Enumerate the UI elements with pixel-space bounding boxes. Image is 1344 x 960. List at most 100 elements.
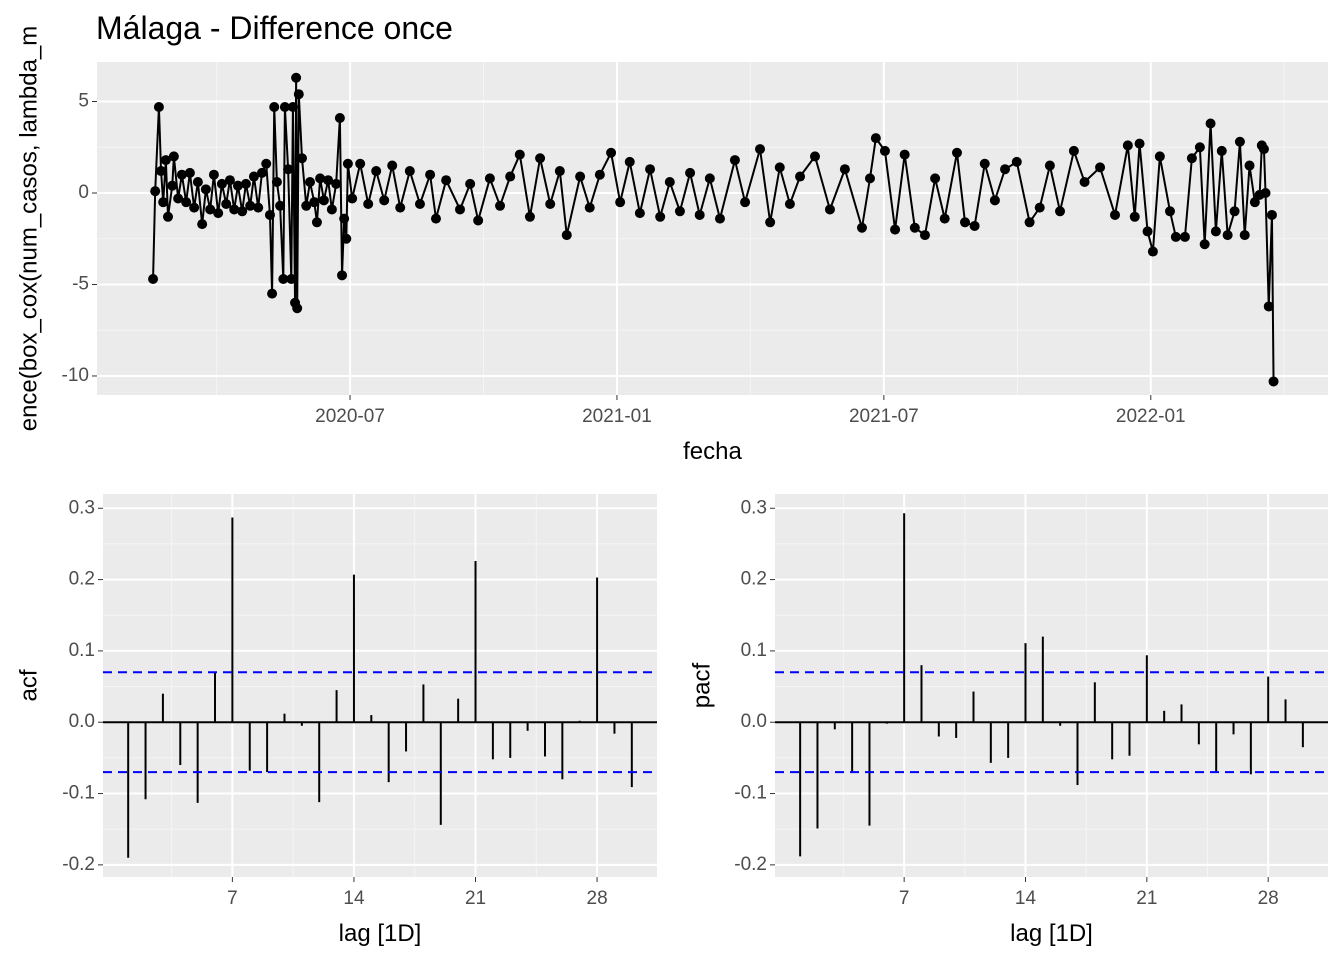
data-point bbox=[1244, 160, 1255, 171]
data-point bbox=[326, 204, 337, 215]
data-point bbox=[795, 171, 806, 182]
data-point bbox=[341, 233, 352, 244]
data-point bbox=[765, 217, 776, 228]
data-point bbox=[939, 213, 950, 224]
x-tick-label: 28 bbox=[587, 888, 608, 909]
data-point bbox=[455, 204, 466, 215]
data-point bbox=[1170, 231, 1181, 242]
x-tick-label: 2021-01 bbox=[582, 406, 652, 427]
data-point bbox=[1229, 206, 1240, 217]
data-point bbox=[200, 184, 211, 195]
data-point bbox=[197, 219, 208, 230]
y-tick-label: 0.3 bbox=[69, 497, 95, 518]
data-point bbox=[1199, 239, 1210, 250]
data-point bbox=[347, 193, 358, 204]
y-tick-label: -0.2 bbox=[62, 854, 95, 875]
data-point bbox=[1024, 217, 1035, 228]
x-tick-label: 7 bbox=[227, 888, 238, 909]
data-point bbox=[395, 202, 406, 213]
data-point bbox=[261, 158, 272, 169]
data-point bbox=[1222, 230, 1233, 241]
data-point bbox=[694, 209, 705, 220]
data-point bbox=[809, 151, 820, 162]
data-point bbox=[283, 164, 294, 175]
data-point bbox=[334, 112, 345, 123]
x-tick-label: 7 bbox=[899, 888, 910, 909]
data-point bbox=[1034, 202, 1045, 213]
x-tick-label: 14 bbox=[1015, 888, 1037, 909]
x-tick-label: 21 bbox=[465, 888, 486, 909]
data-point bbox=[561, 230, 572, 241]
data-point bbox=[514, 149, 525, 160]
y-tick-label: 0.1 bbox=[69, 640, 95, 661]
y-tick-label: -0.2 bbox=[734, 854, 767, 875]
y-tick-label: 0.2 bbox=[741, 569, 767, 590]
data-point bbox=[505, 171, 516, 182]
data-point bbox=[264, 209, 275, 220]
data-point bbox=[1260, 188, 1271, 199]
data-point bbox=[951, 147, 962, 158]
data-point bbox=[1216, 145, 1227, 156]
data-point bbox=[245, 200, 256, 211]
data-point bbox=[1147, 246, 1158, 257]
data-point bbox=[1234, 136, 1245, 147]
data-point bbox=[495, 200, 506, 211]
data-point bbox=[213, 208, 224, 219]
data-point bbox=[554, 166, 565, 177]
data-point bbox=[229, 204, 240, 215]
data-point bbox=[301, 200, 312, 211]
data-point bbox=[1110, 209, 1121, 220]
data-point bbox=[1239, 230, 1250, 241]
data-point bbox=[1068, 145, 1079, 156]
data-point bbox=[824, 204, 835, 215]
data-point bbox=[704, 173, 715, 184]
data-point bbox=[740, 197, 751, 208]
data-point bbox=[655, 211, 666, 222]
y-axis-title: acf bbox=[15, 669, 42, 701]
panel-background bbox=[103, 494, 657, 877]
data-point bbox=[253, 202, 264, 213]
data-point bbox=[839, 164, 850, 175]
data-point bbox=[1268, 376, 1279, 387]
y-axis-title: ence(box_cox(num_casos, lambda_m bbox=[15, 26, 42, 432]
y-tick-label: -5 bbox=[72, 274, 89, 295]
data-point bbox=[192, 177, 203, 188]
x-tick-label: 2020-07 bbox=[315, 406, 385, 427]
data-point bbox=[714, 213, 725, 224]
chart-title: Málaga - Difference once bbox=[96, 10, 453, 46]
data-point bbox=[371, 166, 382, 177]
data-point bbox=[205, 204, 216, 215]
data-point bbox=[296, 153, 307, 164]
data-point bbox=[153, 102, 164, 113]
data-point bbox=[156, 166, 167, 177]
data-point bbox=[216, 178, 227, 189]
data-point bbox=[1249, 197, 1260, 208]
x-axis-title: lag [1D] bbox=[1010, 920, 1093, 947]
data-point bbox=[176, 169, 187, 180]
data-point bbox=[1179, 231, 1190, 242]
y-tick-label: 0.3 bbox=[741, 497, 767, 518]
data-point bbox=[337, 270, 348, 281]
data-point bbox=[355, 158, 366, 169]
data-point bbox=[168, 151, 179, 162]
data-point bbox=[1164, 206, 1175, 217]
data-point bbox=[184, 167, 195, 178]
data-point bbox=[1122, 140, 1133, 151]
y-tick-label: 0.0 bbox=[741, 711, 767, 732]
data-point bbox=[237, 206, 248, 217]
data-point bbox=[674, 206, 685, 217]
data-point bbox=[1055, 206, 1066, 217]
data-point bbox=[425, 169, 436, 180]
data-point bbox=[969, 220, 980, 231]
data-point bbox=[645, 164, 656, 175]
data-point bbox=[331, 178, 342, 189]
data-point bbox=[292, 303, 303, 314]
y-tick-label: -0.1 bbox=[734, 783, 767, 804]
data-point bbox=[575, 171, 586, 182]
data-point bbox=[279, 102, 290, 113]
data-point bbox=[774, 162, 785, 173]
data-point bbox=[404, 166, 415, 177]
data-point bbox=[606, 147, 617, 158]
data-point bbox=[379, 195, 390, 206]
data-point bbox=[890, 224, 901, 235]
